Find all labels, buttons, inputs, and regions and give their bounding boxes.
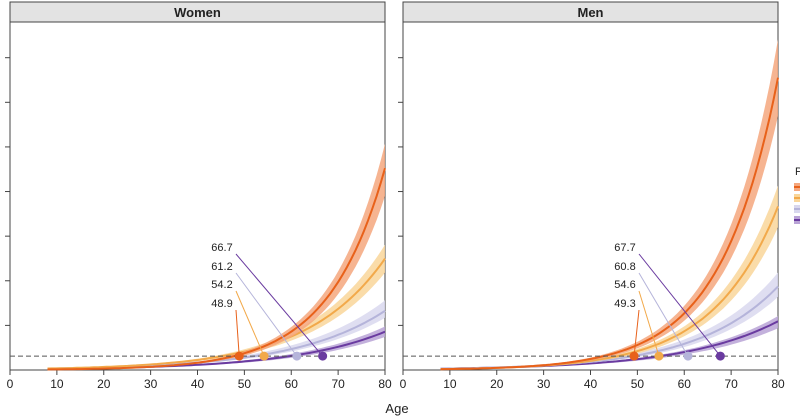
threshold-age-label: 54.2	[211, 279, 232, 291]
leader-line	[235, 309, 240, 357]
x-tick-label: 60	[678, 377, 692, 391]
panel-title: Men	[578, 5, 604, 20]
threshold-age-label: 49.3	[614, 298, 635, 310]
legend: P	[794, 166, 800, 224]
x-tick-label: 10	[50, 377, 64, 391]
panel-men: Men 0 10 20 30 40 50 60 70 80 67.7 60.8 54.6 49.3	[398, 1, 785, 391]
leader-line	[638, 253, 721, 357]
x-tick-label: 50	[238, 377, 252, 391]
threshold-age-label: 66.7	[211, 242, 232, 254]
leader-line	[235, 290, 265, 357]
x-tick-label: 80	[378, 377, 392, 391]
threshold-point	[629, 351, 639, 361]
threshold-age-label: 61.2	[211, 261, 232, 273]
series-line	[47, 258, 386, 370]
x-tick-label: 10	[443, 377, 457, 391]
threshold-point	[715, 351, 725, 361]
x-tick-label: 50	[631, 377, 645, 391]
threshold-age-label: 54.6	[614, 279, 635, 291]
threshold-point	[234, 351, 244, 361]
x-tick-label: 80	[771, 377, 785, 391]
x-tick-label: 40	[191, 377, 205, 391]
threshold-point	[259, 351, 269, 361]
x-tick-label: 20	[97, 377, 111, 391]
leader-line	[633, 309, 640, 357]
series-line	[440, 77, 779, 371]
x-tick-label: 0	[7, 377, 14, 391]
plot-area	[402, 21, 779, 371]
panel-women: Women 0 10 20 30 40 50 60 70 80 66.7 61.2 54.2 48.9	[5, 1, 392, 391]
threshold-age-label: 48.9	[211, 298, 232, 310]
x-tick-label: 60	[285, 377, 299, 391]
x-tick-label: 40	[584, 377, 598, 391]
threshold-age-label: 67.7	[614, 242, 635, 254]
series-line	[47, 167, 386, 371]
x-tick-label: 20	[490, 377, 504, 391]
leader-line	[638, 290, 660, 357]
leader-line	[638, 272, 689, 357]
threshold-point	[654, 351, 664, 361]
legend-title: P	[795, 166, 800, 178]
x-tick-label: 70	[331, 377, 345, 391]
x-tick-label: 70	[724, 377, 738, 391]
threshold-point	[318, 351, 328, 361]
x-tick-label: 30	[144, 377, 158, 391]
panel-title: Women	[174, 5, 221, 20]
threshold-age-label: 60.8	[614, 261, 635, 273]
threshold-point	[683, 351, 693, 361]
leader-line	[235, 253, 324, 357]
x-tick-label: 0	[400, 377, 407, 391]
threshold-point	[292, 351, 302, 361]
x-axis-title: Age	[385, 401, 408, 416]
x-tick-label: 30	[537, 377, 551, 391]
leader-line	[235, 272, 298, 357]
